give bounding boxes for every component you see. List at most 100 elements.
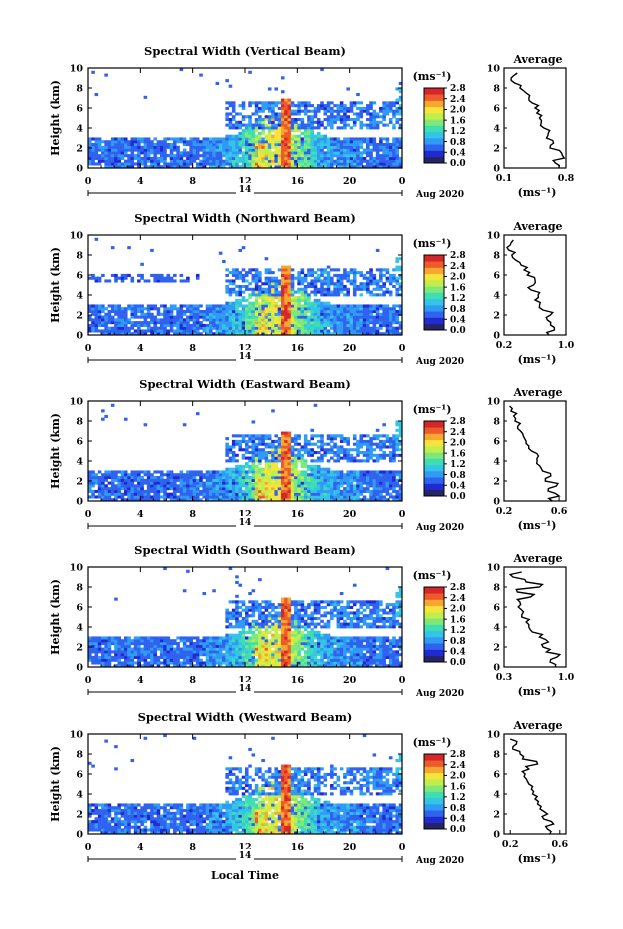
heatmap-cell: [388, 321, 393, 325]
heatmap-cell: [202, 492, 207, 496]
heatmap-cell: [287, 298, 292, 302]
heatmap-cell: [346, 276, 350, 280]
heatmap-cell: [248, 464, 252, 468]
heatmap-cell: [254, 487, 259, 491]
heatmap-cell: [261, 159, 265, 163]
heatmap-cell: [143, 658, 148, 662]
heatmap-cell: [303, 140, 308, 144]
heatmap-cell: [127, 143, 131, 147]
heatmap-cell: [251, 442, 256, 446]
heatmap-cell: [395, 120, 400, 124]
heatmap-cell: [284, 498, 288, 502]
heatmap-cell: [274, 156, 279, 160]
heatmap-cell: [300, 287, 305, 291]
heatmap-cell: [284, 437, 288, 441]
heatmap-cell: [287, 123, 292, 127]
heatmap-cell: [316, 332, 321, 336]
heatmap-cell: [143, 154, 148, 158]
heatmap-cell: [398, 145, 403, 149]
heatmap-cell: [140, 653, 144, 657]
heatmap-cell: [222, 473, 226, 477]
heatmap-cell: [330, 290, 334, 294]
heatmap-cell: [320, 434, 324, 438]
heatmap-cell: [231, 498, 236, 502]
heatmap-cell: [326, 467, 331, 471]
heatmap-cell: [287, 296, 292, 300]
heatmap-cell: [195, 323, 200, 327]
heatmap-cell: [277, 268, 282, 272]
heatmap-cell: [316, 481, 321, 485]
heatmap-cell: [130, 307, 135, 311]
heatmap-cell: [333, 268, 337, 272]
heatmap-cell: [333, 140, 337, 144]
heatmap-cell: [336, 137, 341, 141]
heatmap-cell: [228, 120, 233, 124]
heatmap-cell: [261, 307, 265, 311]
heatmap-cell: [388, 143, 393, 147]
heatmap-cell: [169, 315, 174, 319]
heatmap-cell: [238, 489, 243, 493]
heatmap-cell: [110, 650, 115, 654]
colorbar-swatch: [424, 267, 444, 275]
heatmap-cell: [150, 495, 154, 499]
heatmap-cell: [117, 310, 122, 314]
heatmap-cell: [173, 279, 177, 283]
heatmap-cell: [179, 279, 184, 283]
heatmap-cell: [146, 650, 151, 654]
heatmap-cell: [133, 162, 138, 166]
heatmap-cell: [215, 162, 220, 166]
heatmap-cell: [130, 151, 135, 155]
heatmap-cell: [290, 462, 295, 466]
heatmap-cell: [97, 304, 102, 308]
heatmap-cell: [352, 495, 357, 499]
heatmap-cell: [248, 293, 252, 297]
heatmap-cell: [192, 489, 197, 493]
heatmap-cell: [316, 439, 321, 443]
heatmap-cell: [333, 162, 337, 166]
heatmap-cell: [369, 492, 373, 496]
heatmap-cell: [245, 115, 249, 119]
heatmap-cell: [392, 137, 396, 141]
heatmap-cell: [303, 310, 308, 314]
heatmap-cell: [117, 137, 122, 141]
heatmap-cell: [346, 87, 350, 91]
heatmap-cell: [231, 137, 236, 141]
heatmap-cell: [251, 437, 256, 441]
heatmap-cell: [215, 315, 220, 319]
heatmap-cell: [264, 268, 269, 272]
heatmap-cell: [153, 484, 157, 488]
heatmap-cell: [104, 661, 108, 665]
heatmap-cell: [166, 154, 171, 158]
heatmap-cell: [189, 326, 193, 330]
heatmap-cell: [159, 495, 164, 499]
heatmap-cell: [313, 126, 318, 130]
colorbar-tick-label: 2.4: [450, 262, 466, 272]
heatmap-cell: [274, 492, 279, 496]
heatmap-cell: [94, 312, 99, 316]
heatmap-cell: [280, 156, 285, 160]
heatmap-cell: [88, 655, 92, 659]
heatmap-cell: [336, 476, 341, 480]
heatmap-cell: [222, 159, 226, 163]
heatmap-cell: [97, 489, 102, 493]
heatmap-cell: [107, 329, 112, 333]
heatmap-cell: [123, 636, 128, 640]
heatmap-cell: [209, 498, 213, 502]
heatmap-cell: [163, 647, 167, 651]
x-tick-label: 12: [238, 343, 251, 354]
heatmap-cell: [398, 112, 403, 116]
heatmap-cell: [300, 276, 305, 280]
heatmap-cell: [114, 498, 118, 502]
heatmap-cell: [372, 318, 377, 322]
heatmap-cell: [133, 636, 138, 640]
heatmap-cell: [123, 332, 128, 336]
heatmap-cell: [274, 489, 279, 493]
heatmap-cell: [326, 120, 331, 124]
heatmap-cell: [110, 642, 115, 646]
heatmap-cell: [392, 498, 396, 502]
heatmap-cell: [91, 162, 95, 166]
heatmap-cell: [192, 154, 197, 158]
heatmap-cell: [277, 143, 282, 147]
heatmap-cell: [284, 484, 288, 488]
heatmap-cell: [290, 459, 295, 463]
